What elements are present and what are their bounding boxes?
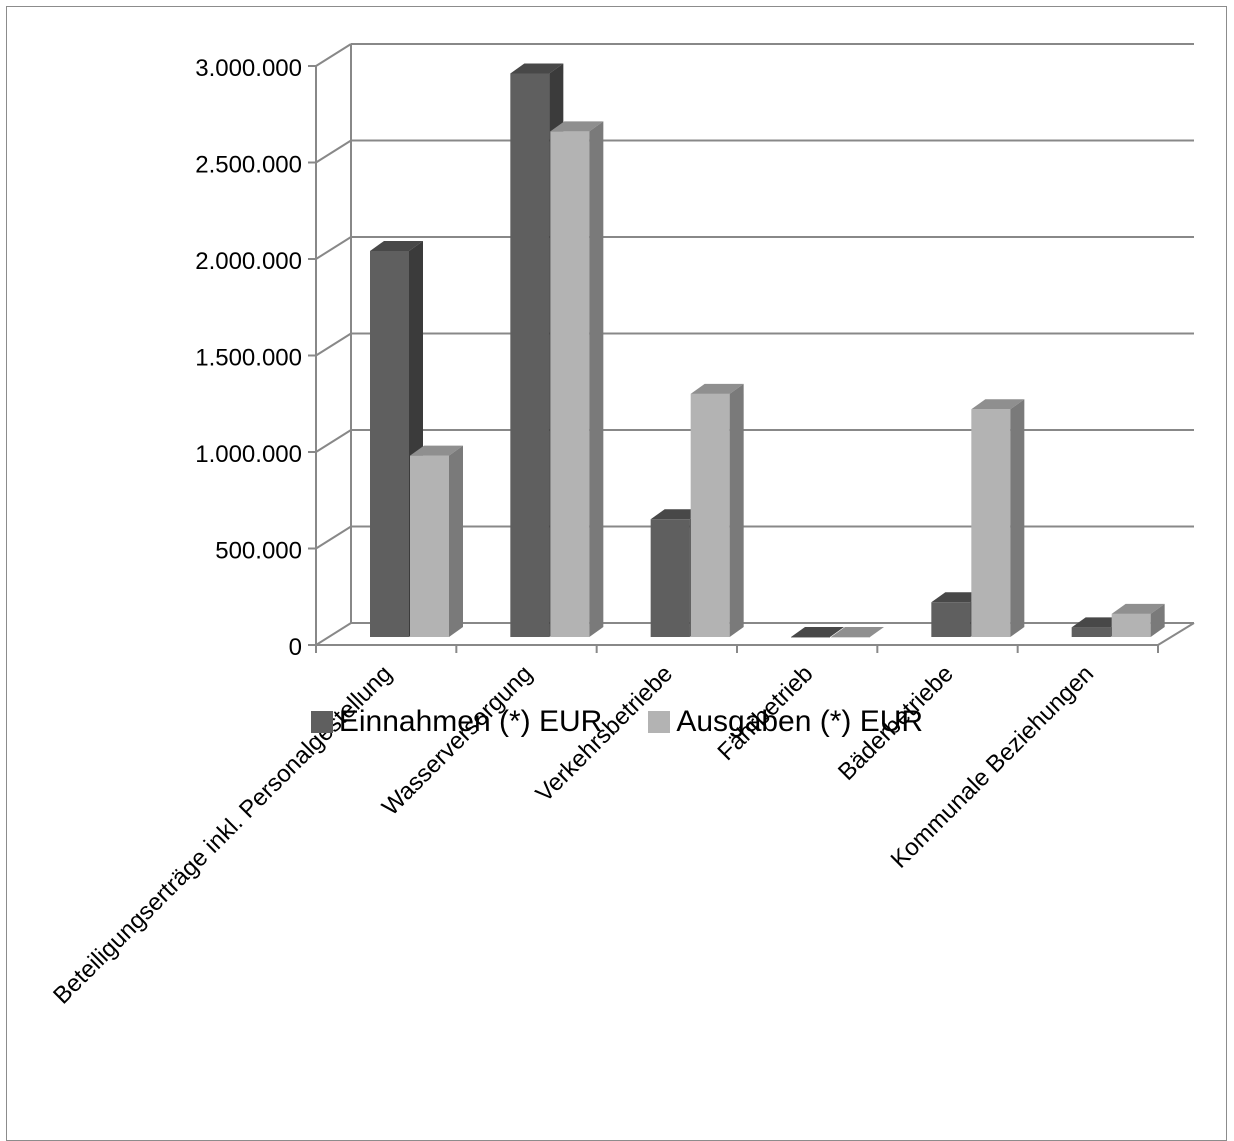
y-tick-label-0: 0 — [289, 634, 302, 661]
bar-front-s0-c5 — [1071, 627, 1111, 637]
bar-front-s0-c2 — [650, 519, 690, 637]
bar-top-s1-c2 — [690, 383, 744, 394]
bar-front-s1-c1 — [550, 131, 590, 637]
bar-side-s1-c4 — [1010, 399, 1025, 637]
gridline-depth-2 — [315, 429, 352, 453]
gridline-depth-4 — [315, 236, 352, 260]
bar-top-s1-c3 — [831, 627, 884, 637]
bar-front-s1-c3 — [831, 637, 870, 638]
bar-top-s1-c0 — [410, 445, 463, 456]
gridline-depth-6 — [315, 43, 352, 67]
y-tick-label-6: 3.000.000 — [195, 55, 302, 82]
bar-side-s1-c5 — [1150, 603, 1165, 637]
legend: Einnahmen (*) EUR Ausgaben (*) EUR — [0, 705, 1234, 739]
bar-front-s0-c0 — [370, 251, 409, 637]
legend-label-ausgaben: Ausgaben (*) EUR — [676, 705, 924, 738]
legend-label-einnahmen: Einnahmen (*) EUR — [338, 705, 603, 738]
bar-front-s1-c2 — [690, 393, 730, 637]
bar-top-s1-c5 — [1111, 603, 1165, 614]
legend-item-einnahmen: Einnahmen (*) EUR — [310, 705, 603, 739]
bar-top-s0-c5 — [1071, 617, 1125, 628]
bar-side-s1-c0 — [449, 445, 463, 637]
legend-swatch-einnahmen — [310, 711, 333, 733]
bar-front-s0-c4 — [931, 602, 971, 637]
gridline-depth-5 — [315, 139, 352, 164]
x-tick-label-1: Wasserversorgung — [377, 660, 538, 821]
y-tick-label-3: 1.500.000 — [195, 345, 302, 372]
bar-top-s0-c3 — [791, 627, 844, 637]
y-tick-label-4: 2.000.000 — [195, 248, 302, 275]
bar-front-s0-c1 — [510, 73, 550, 637]
bar-top-s0-c0 — [370, 241, 423, 251]
bar-top-s0-c2 — [650, 509, 704, 520]
bar-top-s1-c4 — [971, 399, 1025, 410]
bar-front-s1-c4 — [971, 409, 1011, 637]
gridline-depth-1 — [315, 525, 352, 550]
gridline-depth-0 — [315, 622, 352, 646]
legend-item-ausgaben: Ausgaben (*) EUR — [648, 705, 923, 739]
bar-front-s1-c0 — [410, 455, 449, 637]
gridline-depth-3 — [315, 332, 352, 357]
floor-right-edge — [1157, 622, 1195, 646]
bar-top-s1-c1 — [550, 121, 604, 132]
bar-top-s0-c1 — [510, 63, 564, 74]
y-tick-label-2: 1.000.000 — [195, 441, 302, 468]
bar-front-s0-c3 — [791, 637, 830, 638]
bar-top-s0-c4 — [931, 592, 985, 603]
legend-swatch-ausgaben — [648, 711, 671, 733]
bar-side-s1-c1 — [589, 121, 604, 638]
bar-side-s1-c2 — [729, 383, 744, 637]
bar-front-s1-c5 — [1111, 613, 1151, 637]
y-tick-label-5: 2.500.000 — [195, 152, 302, 179]
y-tick-label-1: 500.000 — [215, 538, 302, 565]
